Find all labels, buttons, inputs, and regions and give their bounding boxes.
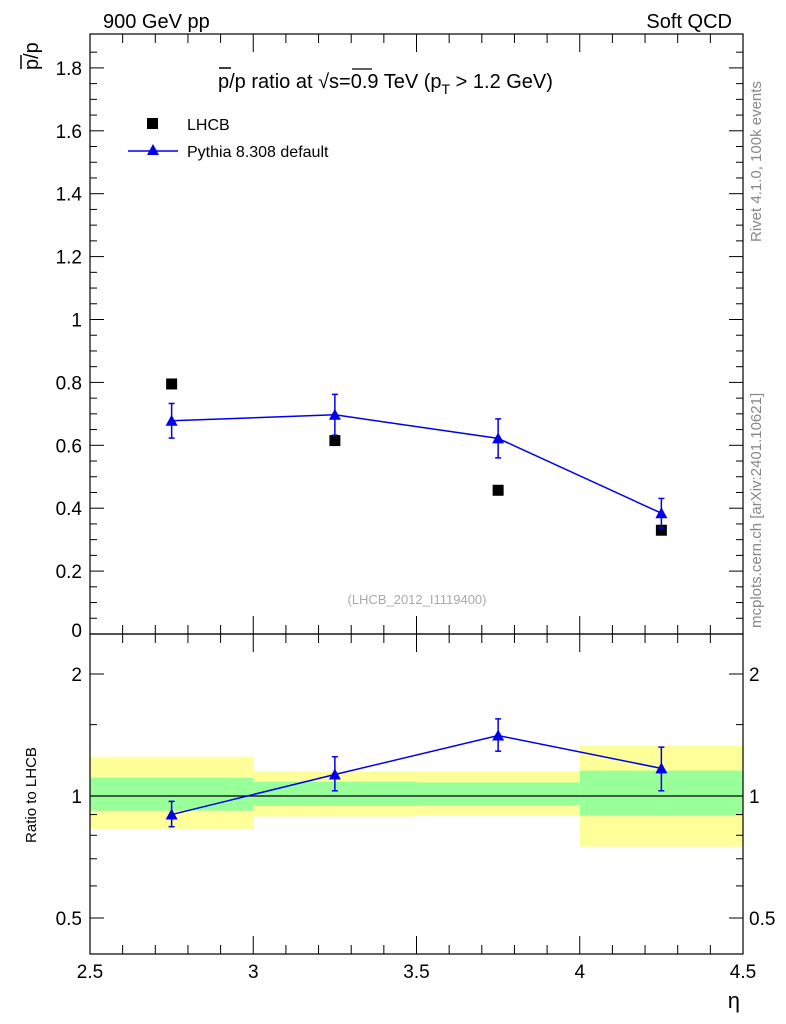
rivet-version-label: Rivet 4.1.0, 100k events [748, 81, 765, 242]
ratio-mc-point [492, 729, 505, 741]
main-y-tick-label: 0.2 [56, 562, 82, 583]
title-s-rest: s=0.9 TeV (p [329, 71, 441, 93]
main-y-tick-label: 1.4 [56, 185, 83, 206]
main-y-tick-label: 0.6 [56, 436, 82, 457]
mcplots-source-label: mcplots.cern.ch [arXiv:2401.10621] [748, 393, 765, 628]
x-tick-label: 3.5 [403, 962, 429, 983]
ratio-frame [89, 633, 744, 955]
ylabel-rest: /p [21, 42, 43, 59]
title-mid: /p ratio at [229, 71, 318, 93]
legend-data-label: LHCB [187, 117, 230, 134]
main-y-tick-label: 1.6 [56, 122, 82, 143]
ratio-plot-panel: Ratio to LHCB 2.5 3 3.5 4 4.5 0.5 0.5 1 1 2 2 [23, 633, 775, 983]
ratio-mc-point [655, 762, 668, 774]
main-y-tick-label: 1.8 [56, 59, 82, 80]
main-data-point [166, 378, 178, 390]
x-axis-title: η [728, 988, 740, 1013]
x-tick-label: 2.5 [77, 962, 103, 983]
x-tick-label: 4.5 [730, 962, 756, 983]
ylabel-pbar: p [21, 59, 43, 70]
legend-data-marker [147, 118, 158, 129]
main-title: p/p ratio at √s=0.9 TeV (pT > 1.2 GeV) [218, 71, 553, 97]
ratio-mc-point [328, 768, 341, 780]
x-tick-label: 3 [248, 962, 259, 983]
ratio-y-tick-label-right: 2 [749, 665, 760, 686]
title-subscript: T [442, 81, 451, 97]
main-y-tick-label: 0.4 [56, 499, 83, 520]
main-y-tick-label: 1.2 [56, 248, 82, 269]
ratio-y-axis-title: Ratio to LHCB [23, 747, 40, 843]
ratio-y-tick-label-right: 0.5 [749, 909, 775, 930]
main-y-tick-label: 1 [71, 311, 82, 332]
legend: LHCB Pythia 8.308 default [128, 117, 329, 161]
ratio-band-green [416, 782, 580, 806]
title-pbar: p [218, 71, 229, 93]
analysis-watermark: (LHCB_2012_I1119400) [347, 592, 486, 607]
main-mc-point [165, 414, 178, 426]
main-y-tick-label: 0 [71, 621, 82, 642]
title-sqrt: √ [318, 71, 329, 93]
legend-mc-marker [147, 144, 159, 155]
ratio-y-tick-label: 1 [71, 787, 82, 808]
legend-mc-label: Pythia 8.308 default [187, 144, 329, 161]
main-mc-line [171, 414, 662, 514]
ratio-y-tick-label-right: 1 [749, 787, 760, 808]
main-data-point [492, 484, 504, 496]
title-tail: > 1.2 GeV) [450, 71, 553, 93]
main-plot-panel: (LHCB_2012_I1119400) p/p ratio at √s=0.9… [20, 33, 744, 642]
main-y-tick-label: 0.8 [56, 373, 82, 394]
main-mc-point [492, 432, 505, 444]
main-mc-point [328, 408, 341, 420]
ratio-y-tick-label: 0.5 [56, 909, 82, 930]
ratio-mc-point [165, 808, 178, 820]
main-mc-point [655, 507, 668, 519]
ratio-mc-line [171, 734, 662, 816]
header-left-label: 900 GeV pp [103, 11, 210, 33]
header-right-label: Soft QCD [646, 11, 732, 33]
main-data-point [655, 524, 667, 536]
main-y-axis-title: p/p [21, 42, 43, 70]
main-data-point [329, 435, 341, 447]
x-tick-label: 4 [574, 962, 585, 983]
ratio-y-tick-label: 2 [71, 665, 82, 686]
